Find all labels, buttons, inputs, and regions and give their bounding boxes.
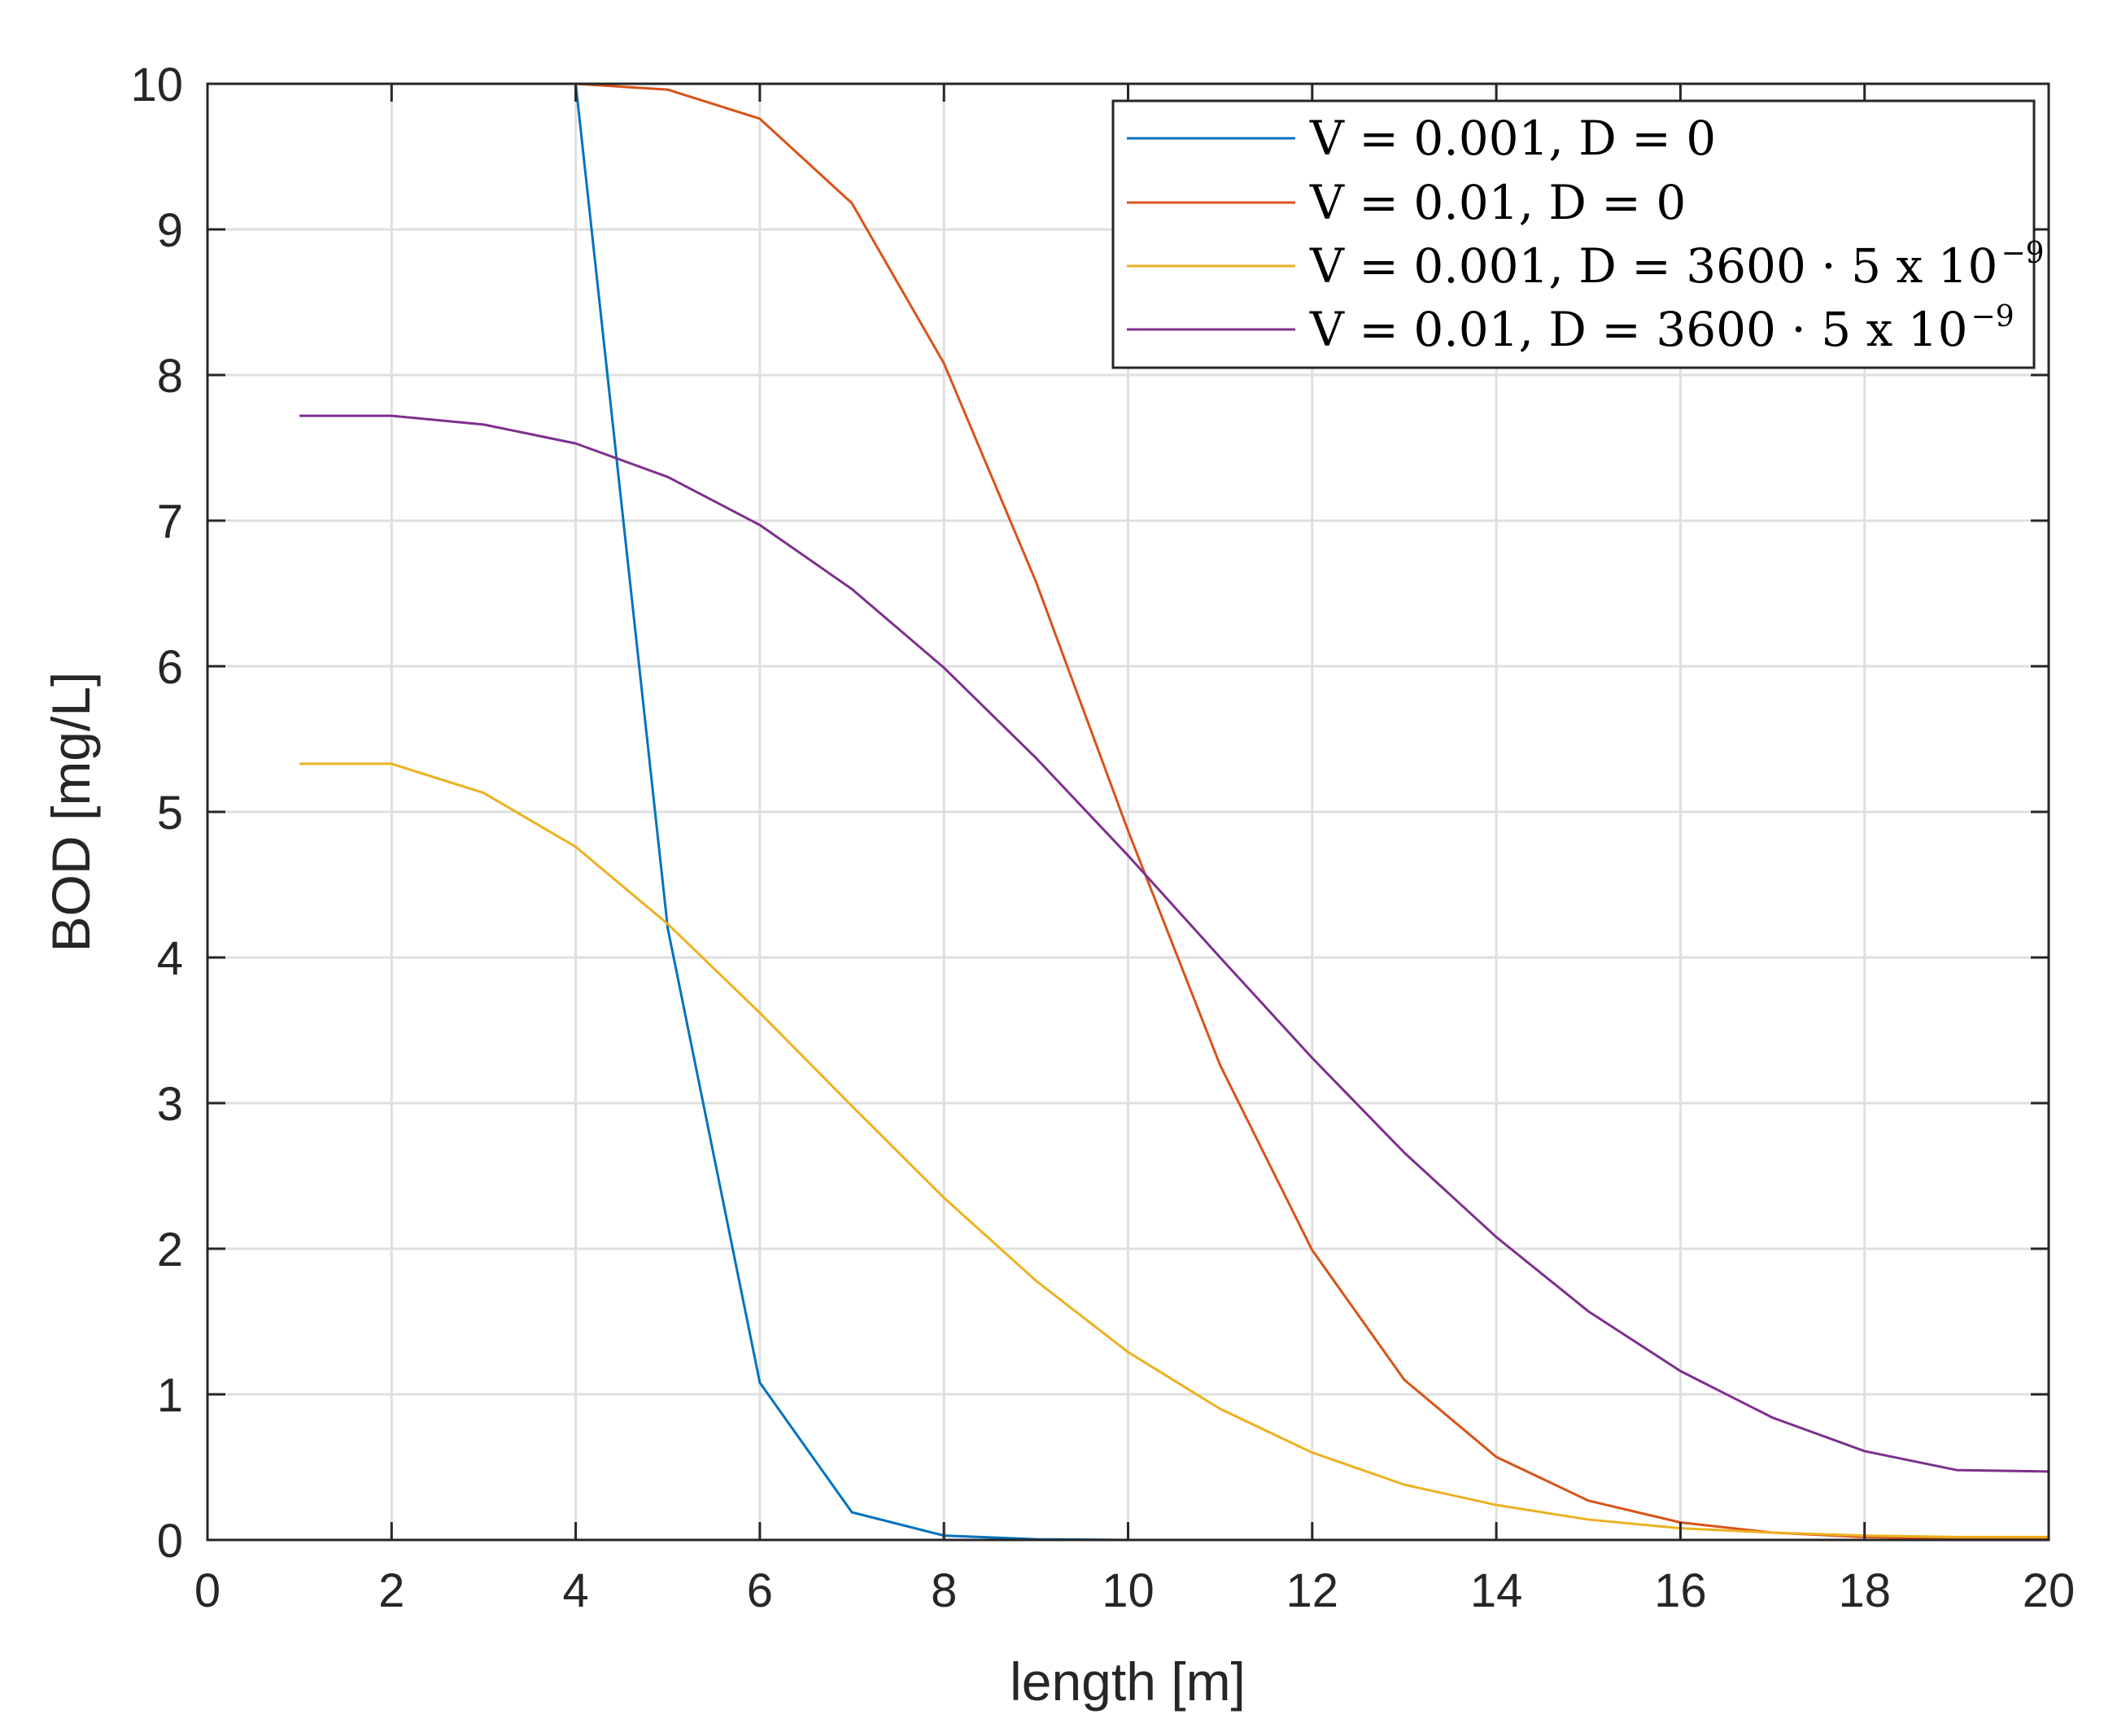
legend-label: V = 0.01, D = 3600 · 5 x 10 <box>1309 302 1968 357</box>
legend-entry-4: V = 0.01, D = 3600 · 5 x 10 −9 <box>1309 300 2015 357</box>
y-tick-label: 0 <box>157 1515 183 1568</box>
x-tick-label: 8 <box>931 1564 957 1617</box>
y-tick-label: 3 <box>157 1078 183 1131</box>
y-tick-label: 7 <box>157 495 183 548</box>
x-tick-label: 16 <box>1654 1564 1707 1617</box>
y-tick-label: 5 <box>157 787 183 840</box>
y-tick-label: 2 <box>157 1223 183 1276</box>
legend-entry-3: V = 0.001, D = 3600 · 5 x 10 −9 <box>1309 237 2045 294</box>
y-tick-label: 1 <box>157 1369 183 1422</box>
legend-label: V = 0.001, D = 0 <box>1309 111 1716 166</box>
x-axis-title: length [m] <box>1010 1651 1246 1712</box>
series-line-3 <box>299 762 2049 1538</box>
legend-box <box>1111 99 2036 369</box>
legend-label: V = 0.01, D = 0 <box>1309 175 1686 230</box>
legend-entry-2: V = 0.01, D = 0 <box>1309 175 1686 230</box>
x-tick-label: 0 <box>194 1564 220 1617</box>
series-line-4 <box>299 414 2049 1473</box>
y-tick-label: 10 <box>130 59 183 111</box>
x-tick-label: 2 <box>378 1564 404 1617</box>
y-tick-label: 9 <box>157 204 183 257</box>
legend-exponent: −9 <box>1971 300 2015 334</box>
x-tick-label: 4 <box>562 1564 588 1617</box>
legend-exponent: −9 <box>2001 237 2044 270</box>
x-tick-label: 14 <box>1470 1564 1523 1617</box>
y-tick-label: 6 <box>157 641 183 694</box>
x-tick-label: 6 <box>747 1564 773 1617</box>
x-tick-label: 12 <box>1286 1564 1339 1617</box>
y-axis-title: BOD [mg/L] <box>41 672 101 953</box>
legend: V = 0.001, D = 0 V = 0.01, D = 0 V = 0.001… <box>1111 99 2045 369</box>
legend-entry-1: V = 0.001, D = 0 <box>1309 111 1716 166</box>
ticks <box>206 82 2050 1542</box>
y-tick-label: 8 <box>157 350 183 403</box>
x-tick-label: 18 <box>1838 1564 1891 1617</box>
x-tick-label: 20 <box>2023 1564 2076 1617</box>
legend-label: V = 0.001, D = 3600 · 5 x 10 <box>1309 238 1997 294</box>
y-tick-label: 4 <box>157 932 183 985</box>
x-tick-label: 10 <box>1102 1564 1155 1617</box>
